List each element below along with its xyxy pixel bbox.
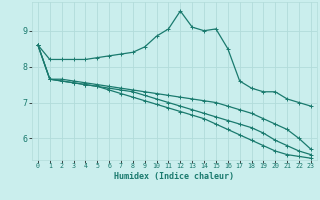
X-axis label: Humidex (Indice chaleur): Humidex (Indice chaleur)	[115, 172, 234, 181]
